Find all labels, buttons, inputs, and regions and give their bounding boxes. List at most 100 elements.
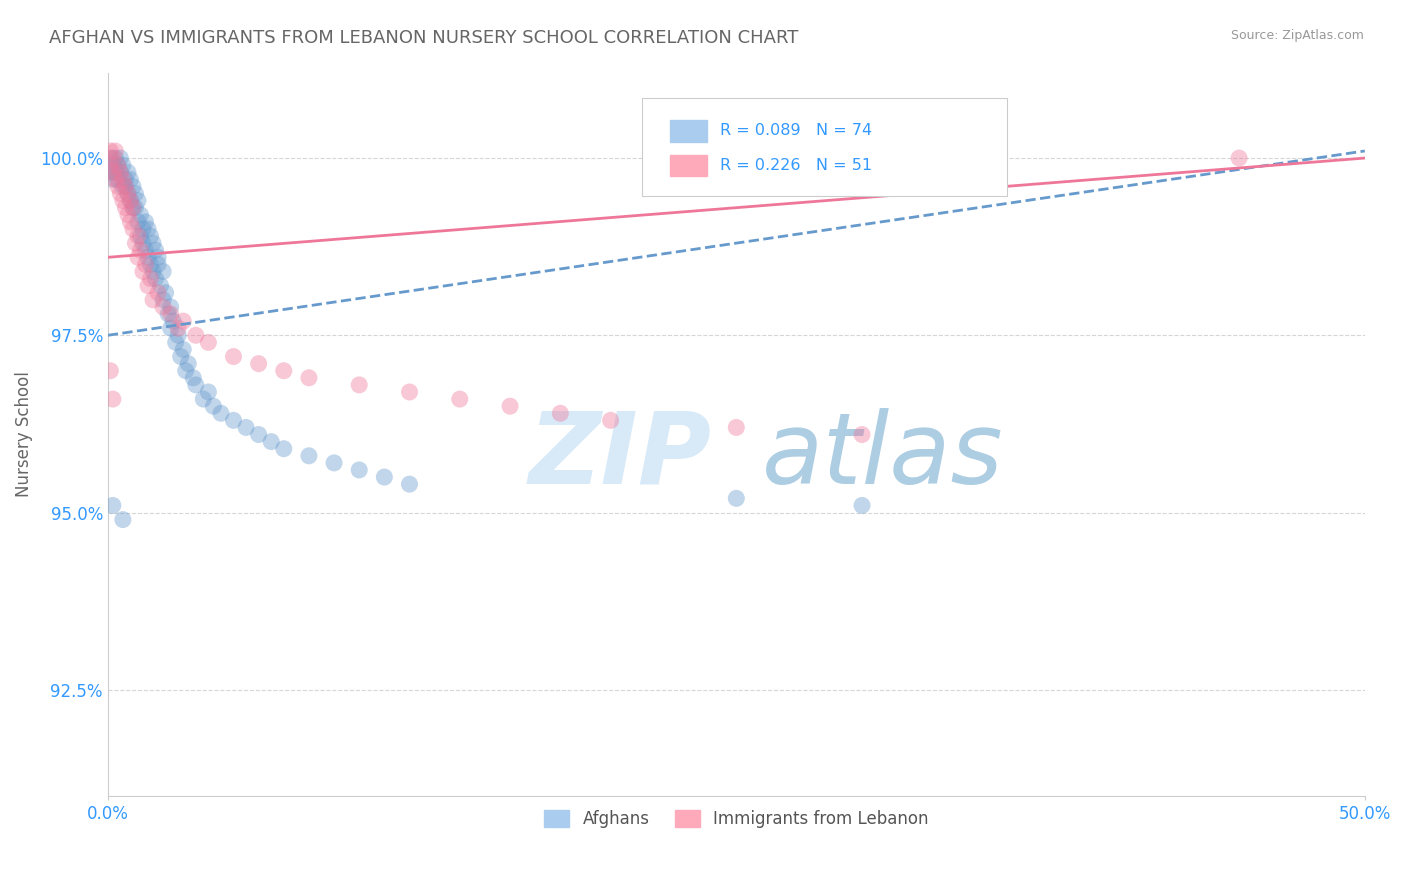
Point [398, 477, 420, 491]
Point [134, 215, 156, 229]
Point [114, 172, 136, 186]
Point [117, 208, 139, 222]
Point [129, 208, 152, 222]
Point [398, 384, 420, 399]
Point [101, 172, 124, 186]
Point [107, 179, 129, 194]
FancyBboxPatch shape [643, 98, 1007, 196]
Point [114, 179, 136, 194]
Text: atlas: atlas [762, 408, 1002, 505]
Point [172, 314, 194, 328]
Point [725, 420, 748, 434]
Text: R = 0.089   N = 74: R = 0.089 N = 74 [720, 123, 872, 138]
Point [124, 236, 146, 251]
Point [152, 264, 174, 278]
Point [149, 278, 172, 293]
Point [157, 307, 180, 321]
Point [127, 215, 149, 229]
Point [222, 350, 245, 364]
Point [132, 222, 155, 236]
Point [127, 194, 149, 208]
Point [142, 264, 165, 278]
Text: ZIP: ZIP [529, 408, 711, 505]
Point [98, 158, 121, 172]
Point [139, 271, 162, 285]
Point [104, 151, 127, 165]
Point [146, 250, 169, 264]
Point [181, 371, 204, 385]
Point [122, 201, 145, 215]
Point [347, 463, 370, 477]
Point [177, 357, 200, 371]
Point [550, 406, 572, 420]
Point [167, 328, 190, 343]
Point [122, 179, 145, 194]
Point [165, 335, 187, 350]
Point [132, 264, 155, 278]
Point [101, 499, 124, 513]
Point [98, 151, 121, 165]
Point [114, 179, 136, 194]
Point [98, 144, 121, 158]
FancyBboxPatch shape [669, 120, 707, 142]
Text: AFGHAN VS IMMIGRANTS FROM LEBANON NURSERY SCHOOL CORRELATION CHART: AFGHAN VS IMMIGRANTS FROM LEBANON NURSER… [49, 29, 799, 46]
Point [298, 371, 321, 385]
Point [159, 300, 181, 314]
Point [110, 151, 132, 165]
Point [120, 172, 142, 186]
Point [127, 229, 149, 244]
Point [98, 364, 121, 378]
Point [134, 257, 156, 271]
Point [298, 449, 321, 463]
Point [101, 151, 124, 165]
Point [117, 165, 139, 179]
Point [152, 300, 174, 314]
Point [139, 257, 162, 271]
Point [222, 413, 245, 427]
Point [142, 236, 165, 251]
Point [114, 201, 136, 215]
Point [273, 442, 295, 456]
Point [184, 328, 207, 343]
Point [134, 244, 156, 258]
Point [273, 364, 295, 378]
Point [120, 194, 142, 208]
Point [110, 165, 132, 179]
Point [110, 186, 132, 201]
Point [851, 427, 873, 442]
Point [152, 293, 174, 307]
Text: R = 0.226   N = 51: R = 0.226 N = 51 [720, 158, 872, 173]
Point [323, 456, 346, 470]
Point [110, 165, 132, 179]
Text: Source: ZipAtlas.com: Source: ZipAtlas.com [1230, 29, 1364, 42]
Y-axis label: Nursery School: Nursery School [15, 372, 32, 498]
Point [202, 399, 225, 413]
Point [104, 165, 127, 179]
Point [127, 250, 149, 264]
Point [162, 314, 184, 328]
Point [449, 392, 471, 406]
Point [104, 144, 127, 158]
FancyBboxPatch shape [669, 154, 707, 177]
Point [247, 357, 270, 371]
Point [167, 321, 190, 335]
Point [159, 321, 181, 335]
Point [159, 307, 181, 321]
Point [111, 194, 134, 208]
Point [170, 350, 193, 364]
Point [260, 434, 283, 449]
Point [145, 244, 167, 258]
Point [117, 186, 139, 201]
Point [1227, 151, 1250, 165]
Point [193, 392, 215, 406]
Point [197, 335, 219, 350]
Point [107, 172, 129, 186]
Legend: Afghans, Immigrants from Lebanon: Afghans, Immigrants from Lebanon [537, 804, 935, 835]
Point [172, 343, 194, 357]
Point [136, 278, 159, 293]
Point [373, 470, 395, 484]
Point [725, 491, 748, 506]
Point [209, 406, 232, 420]
Point [120, 194, 142, 208]
Point [174, 364, 197, 378]
